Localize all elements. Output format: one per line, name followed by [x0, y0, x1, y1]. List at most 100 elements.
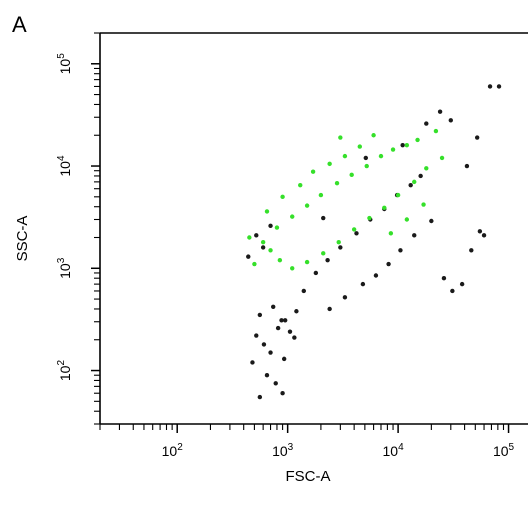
data-point-green: [395, 192, 401, 198]
data-point-black: [268, 350, 273, 355]
data-point-black: [400, 142, 405, 148]
data-point-green: [367, 215, 372, 221]
data-point-black: [448, 118, 453, 123]
data-point-green: [433, 128, 439, 134]
x-tick-label: 103: [272, 442, 294, 459]
data-point-green: [318, 192, 324, 198]
data-point-green: [268, 248, 273, 253]
data-point-black: [477, 229, 483, 234]
data-point-black: [271, 304, 276, 310]
data-point-black: [250, 360, 255, 365]
data-point-black: [281, 356, 287, 362]
data-point-black: [342, 295, 348, 300]
x-tick-label: 105: [493, 442, 515, 459]
data-points-layer: [246, 84, 502, 400]
y-axis-title: SSC-A: [14, 216, 31, 262]
x-axis-title: FSC-A: [286, 468, 331, 485]
data-point-green: [290, 214, 295, 219]
data-point-green: [298, 182, 303, 188]
data-point-black: [257, 312, 263, 318]
data-point-black: [464, 163, 470, 169]
data-point-black: [360, 281, 366, 287]
x-axis-ticks: 102 103 104 105: [99, 424, 515, 459]
data-point-black: [275, 325, 281, 331]
data-point-black: [354, 231, 359, 236]
data-point-green: [321, 251, 326, 256]
panel-label: A: [12, 12, 27, 37]
data-point-green: [439, 155, 445, 161]
data-point-black: [268, 223, 273, 229]
data-point-black: [373, 273, 379, 278]
data-point-black: [246, 254, 251, 259]
y-tick-label: 103: [56, 257, 73, 279]
data-point-green: [342, 153, 348, 159]
data-point-black: [254, 233, 259, 238]
data-point-black: [261, 342, 267, 347]
data-point-black: [313, 270, 319, 276]
data-point-black: [459, 281, 465, 287]
data-point-green: [280, 194, 285, 200]
data-point-green: [290, 266, 295, 271]
data-point-black: [279, 318, 284, 323]
data-point-black: [418, 173, 423, 179]
data-point-black: [327, 306, 332, 312]
data-point-black: [429, 218, 434, 224]
data-point-black: [260, 245, 266, 250]
data-point-green: [349, 172, 354, 178]
data-point-green: [310, 169, 316, 174]
data-point-green: [371, 133, 376, 138]
data-point-green: [364, 163, 369, 169]
data-point-green: [415, 137, 420, 143]
data-point-green: [404, 142, 410, 148]
data-point-green: [390, 147, 396, 152]
data-point-green: [378, 153, 384, 159]
data-point-green: [388, 231, 394, 236]
data-point-black: [294, 309, 299, 314]
x-tick-label: 102: [162, 442, 184, 459]
y-tick-label: 105: [56, 53, 73, 75]
data-point-black: [474, 135, 480, 140]
data-point-green: [252, 261, 257, 267]
data-point-green: [304, 203, 310, 208]
data-point-black: [481, 233, 487, 238]
data-point-black: [292, 335, 297, 340]
data-point-black: [398, 248, 403, 253]
data-point-black: [487, 84, 493, 89]
data-point-black: [301, 288, 306, 294]
y-tick-label: 102: [56, 360, 73, 382]
data-point-green: [327, 161, 332, 167]
y-axis-ticks: 102 103 104 105: [56, 32, 100, 425]
data-point-black: [264, 373, 270, 378]
data-point-green: [421, 202, 426, 207]
data-point-green: [304, 259, 310, 265]
data-point-black: [363, 155, 369, 161]
data-point-black: [273, 381, 278, 386]
data-point-green: [334, 180, 340, 186]
data-point-green: [382, 205, 387, 211]
data-point-green: [274, 225, 280, 230]
data-point-green: [357, 144, 362, 149]
data-point-green: [424, 166, 429, 171]
data-point-black: [450, 288, 455, 294]
data-point-black: [496, 84, 502, 89]
axes: [99, 32, 528, 425]
data-point-green: [338, 135, 343, 140]
y-tick-label: 104: [56, 155, 73, 177]
data-point-black: [325, 257, 330, 263]
data-point-black: [282, 318, 288, 323]
data-point-green: [264, 209, 270, 214]
data-point-black: [412, 233, 417, 238]
data-point-black: [287, 329, 293, 334]
data-point-black: [408, 182, 413, 188]
data-point-black: [280, 391, 285, 396]
data-point-black: [441, 275, 447, 281]
data-point-black: [321, 215, 326, 221]
x-tick-label: 104: [383, 442, 405, 459]
data-point-black: [257, 394, 263, 400]
data-point-black: [254, 333, 259, 338]
data-point-black: [469, 248, 474, 253]
data-point-green: [336, 239, 341, 245]
data-point-green: [404, 217, 410, 222]
data-point-black: [424, 121, 429, 126]
